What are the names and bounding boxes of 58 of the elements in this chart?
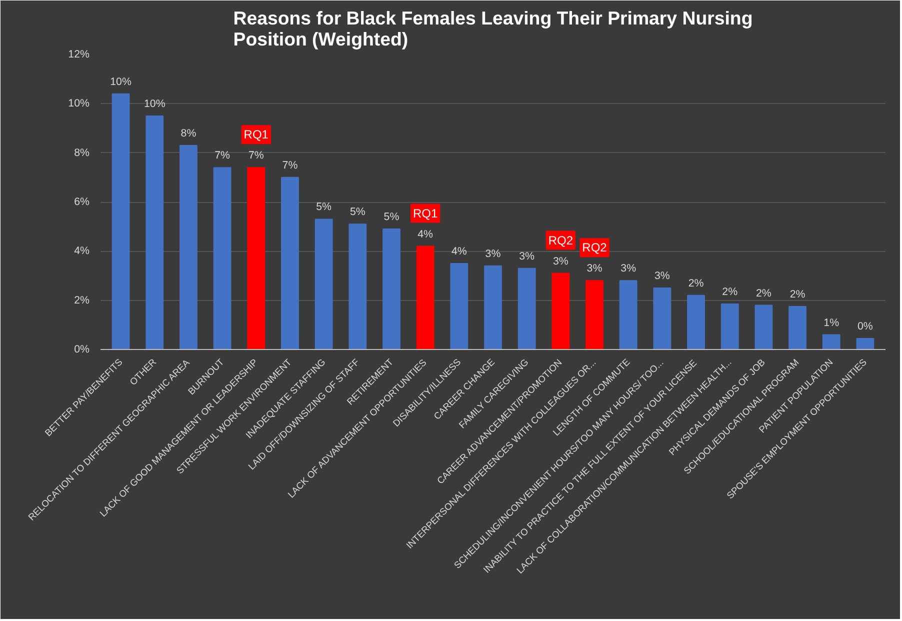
data-label: 3% (485, 248, 502, 260)
chart-title: Reasons for Black Females Leaving Their Primary Nursing Position (Weighted) (233, 8, 753, 50)
bar (552, 272, 570, 350)
data-label: 2% (790, 288, 806, 300)
data-label: 2% (688, 277, 704, 290)
annotation: RQ2 (582, 240, 608, 255)
bar (348, 224, 367, 350)
data-label: 4% (418, 228, 434, 240)
bar (180, 144, 198, 350)
bar (112, 93, 130, 350)
data-label: 2% (756, 287, 772, 300)
data-label: 7% (214, 150, 231, 162)
y-tick-label: 10% (68, 98, 90, 110)
y-tick-label: 12% (68, 48, 90, 60)
bar (382, 228, 400, 350)
bar (754, 304, 773, 350)
bar (653, 288, 672, 350)
data-label: 5% (384, 211, 400, 224)
bar (687, 294, 705, 350)
bar (213, 167, 232, 350)
data-label: 7% (282, 159, 298, 172)
bar (822, 334, 840, 350)
bar (856, 338, 874, 350)
data-label: 10% (144, 98, 166, 110)
data-label: 7% (248, 150, 264, 162)
data-label: 3% (586, 262, 603, 275)
data-label: 2% (722, 286, 738, 298)
bar (720, 304, 739, 350)
bar (518, 268, 536, 350)
data-label: 10% (110, 76, 132, 88)
bar (416, 246, 434, 350)
data-label: 5% (350, 206, 366, 218)
y-tick-label: 0% (74, 344, 90, 356)
bar (146, 115, 164, 350)
data-label: 4% (451, 245, 468, 258)
bar (281, 176, 299, 350)
annotation: RQ1 (412, 206, 438, 220)
data-label: 3% (552, 255, 569, 268)
bar (788, 306, 806, 350)
bar (619, 280, 638, 350)
annotation: RQ1 (244, 128, 269, 142)
y-tick-label: 6% (74, 196, 90, 208)
bar (314, 218, 333, 350)
data-label: 1% (824, 316, 840, 329)
bar (484, 265, 502, 350)
data-label: 3% (519, 250, 536, 262)
y-tick-label: 4% (74, 245, 90, 258)
data-label: 5% (316, 201, 332, 214)
bar (450, 262, 468, 350)
y-tick-label: 8% (74, 146, 90, 159)
bar (247, 167, 266, 350)
bar (586, 280, 604, 350)
data-label: 3% (654, 270, 670, 282)
y-tick-label: 2% (74, 294, 90, 306)
annotation: RQ2 (548, 233, 574, 248)
data-label: 8% (180, 127, 197, 140)
data-label: 0% (857, 320, 874, 332)
data-label: 3% (620, 262, 637, 275)
